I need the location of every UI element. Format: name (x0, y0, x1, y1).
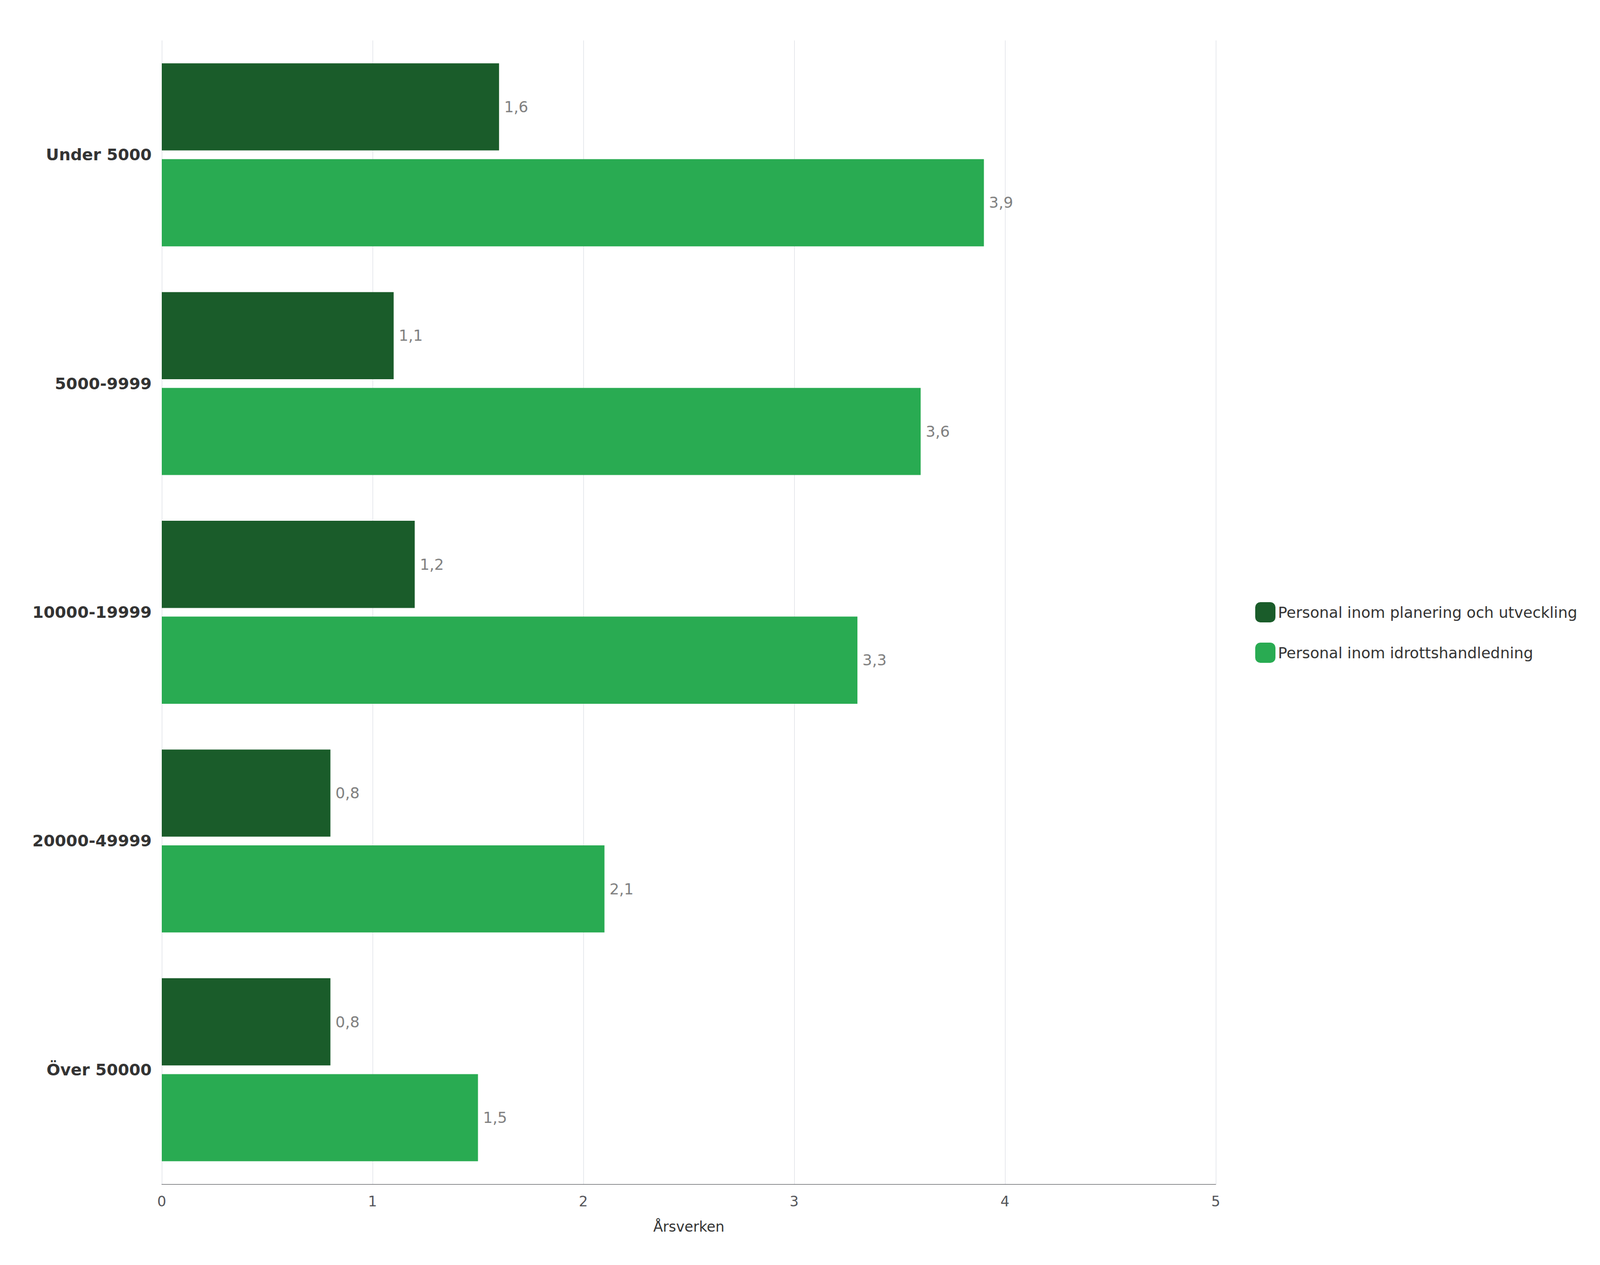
svg-text:20000-49999: 20000-49999 (32, 831, 152, 851)
svg-text:1: 1 (368, 1193, 378, 1210)
svg-text:1,6: 1,6 (504, 98, 529, 116)
svg-text:2,1: 2,1 (609, 880, 634, 898)
svg-text:3,9: 3,9 (988, 193, 1014, 212)
svg-text:5000-9999: 5000-9999 (55, 374, 152, 394)
svg-text:2: 2 (578, 1193, 588, 1210)
svg-text:3,6: 3,6 (925, 422, 950, 441)
svg-text:Under 5000: Under 5000 (46, 145, 152, 165)
svg-text:Årsverken: Årsverken (653, 1217, 725, 1236)
svg-text:10000-19999: 10000-19999 (32, 602, 152, 622)
svg-text:1,2: 1,2 (419, 555, 444, 574)
svg-text:3,3: 3,3 (862, 651, 887, 669)
svg-text:1,5: 1,5 (483, 1108, 508, 1127)
svg-text:Personal inom planering och ut: Personal inom planering och utveckling (1277, 603, 1578, 622)
svg-text:1,1: 1,1 (398, 326, 424, 345)
svg-text:3: 3 (789, 1193, 799, 1210)
svg-text:Över 50000: Över 50000 (46, 1060, 152, 1080)
svg-text:0,8: 0,8 (335, 1013, 360, 1031)
svg-text:Personal inom idrottshandledni: Personal inom idrottshandledning (1277, 644, 1534, 662)
svg-text:0: 0 (157, 1193, 167, 1210)
svg-text:4: 4 (1000, 1193, 1010, 1210)
svg-text:0,8: 0,8 (335, 784, 360, 802)
svg-text:5: 5 (1211, 1193, 1221, 1210)
